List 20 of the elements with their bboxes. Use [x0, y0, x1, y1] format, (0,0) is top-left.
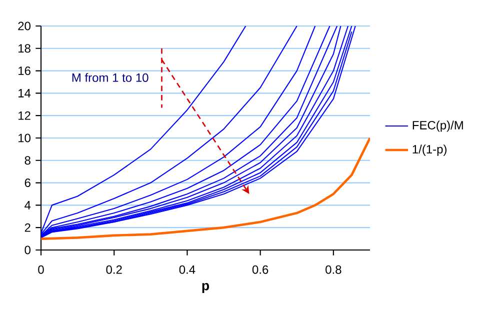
y-tick-label: 6 [24, 178, 30, 188]
annotation: M from 1 to 10 [72, 73, 148, 82]
x-tick-label: 0.4 [179, 265, 196, 274]
x-tick-label: 0.6 [252, 265, 268, 274]
y-tick-label: 18 [18, 44, 30, 53]
y-tick-label: 2 [24, 223, 30, 232]
x-tick-label: 0.8 [326, 265, 342, 274]
y-tick-label: 14 [18, 89, 31, 98]
x-tick-label: 0.2 [106, 265, 122, 274]
legend-label: FEC(p)/M [412, 120, 463, 132]
y-tick-label: 4 [24, 201, 31, 210]
legend-label: 1/(1-p) [412, 144, 446, 156]
y-tick-label: 8 [24, 156, 30, 165]
y-tick-label: 16 [18, 66, 30, 76]
x-axis-title: p [202, 283, 210, 293]
y-tick-label: 20 [18, 22, 30, 30]
y-tick-label: 10 [18, 134, 30, 142]
y-tick-label: 0 [24, 246, 30, 254]
y-tick-label: 12 [18, 111, 30, 120]
x-tick-label: 0 [38, 265, 44, 274]
